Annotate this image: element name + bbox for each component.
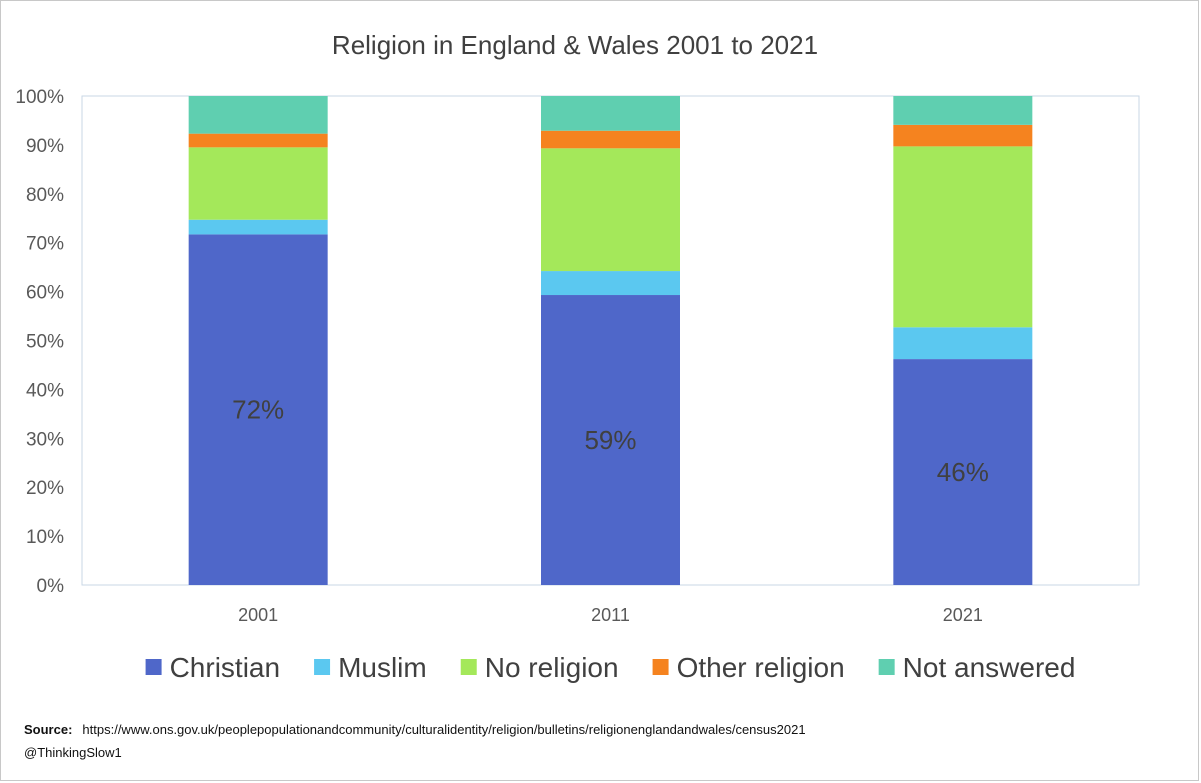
legend-label: Other religion [677,652,845,683]
legend-swatch [314,659,331,675]
bar-segment-christian [541,295,680,585]
bar-segment-not-answered [893,96,1033,125]
legend-label: Not answered [903,652,1076,683]
bar-segment-not-answered [188,96,328,134]
bar-segment-not-answered [541,96,680,131]
bar-segment-christian [188,234,328,585]
bar-segment-muslim [893,327,1033,360]
source-url: https://www.ons.gov.uk/peoplepopulationa… [82,722,806,737]
y-tick-label: 50% [26,332,64,353]
y-tick-label: 60% [26,283,64,304]
bar-segment-no-religion [893,146,1033,328]
y-tick-label: 10% [26,527,64,548]
x-tick-label: 2021 [943,605,983,625]
y-tick-label: 0% [37,576,65,597]
y-tick-label: 40% [26,380,64,401]
source-label: Source: [24,722,73,737]
legend-swatch [652,659,669,675]
legend-label: Christian [170,652,280,683]
y-tick-label: 100% [15,87,64,108]
bar-segment-no-religion [188,147,328,220]
data-label: 72% [232,395,284,425]
x-tick-label: 2011 [591,605,630,625]
bar-segment-christian [893,359,1033,585]
legend-swatch [878,659,895,675]
bar-segment-other-religion [541,130,680,149]
bar-segment-muslim [541,271,680,296]
chart-title: Religion in England & Wales 2001 to 2021 [332,30,818,60]
bar-segment-no-religion [541,148,680,272]
x-tick-label: 2001 [238,605,278,625]
legend-swatch [460,659,477,675]
y-tick-label: 70% [26,234,64,255]
legend-label: Muslim [338,652,427,683]
bar-segment-other-religion [188,133,328,148]
author-handle: @ThinkingSlow1 [24,745,122,760]
data-label: 59% [584,425,636,455]
y-tick-label: 20% [26,478,64,499]
y-tick-label: 80% [26,185,64,206]
source-line: Source: https://www.ons.gov.uk/peoplepopu… [24,722,806,737]
bar-segment-other-religion [893,124,1033,147]
bar-segment-muslim [188,219,328,235]
legend-label: No religion [485,652,619,683]
y-tick-label: 90% [26,136,64,157]
data-label: 46% [937,457,989,487]
y-tick-label: 30% [26,429,64,450]
legend-swatch [145,659,162,675]
